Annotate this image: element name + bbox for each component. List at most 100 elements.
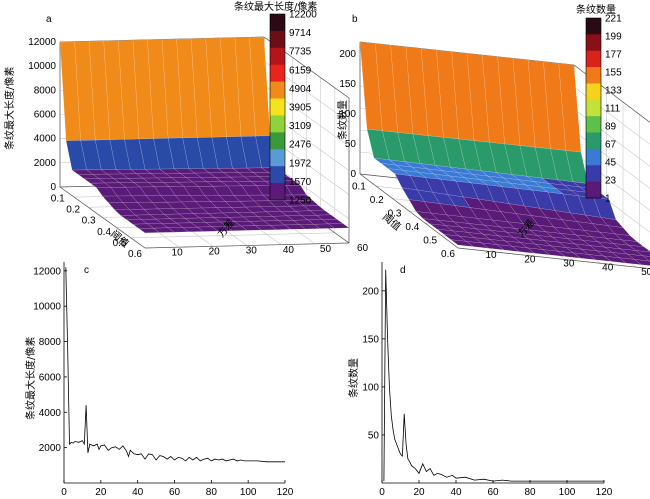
colorbar-tick-label: 1: [605, 194, 611, 205]
y-tick-label: 30: [246, 246, 258, 257]
axes-c: 0 20 40 60 80 100 120 2000 4000 6000 8000 10000 1200…: [33, 262, 294, 498]
box-edge: [457, 247, 650, 269]
panel-c-label: c: [84, 265, 89, 276]
colorbar-segment: [270, 64, 285, 83]
colorbar-tick-label: 23: [605, 176, 617, 187]
surface-patch: [450, 239, 474, 247]
y-tick-label: 10000: [33, 302, 61, 313]
x-tick-label: 60: [169, 487, 181, 498]
colorbar-segment: [586, 67, 601, 84]
box-edge: [144, 242, 350, 249]
panel-c-ylabel: 条纹最大长度/像素: [24, 337, 37, 420]
x-tick-label: 40: [450, 487, 462, 498]
x-tick-label: 0.4: [405, 222, 419, 233]
x-tick-label: 20: [413, 487, 425, 498]
x-tick-label: 120: [277, 487, 294, 498]
colorbar-segment: [586, 50, 601, 68]
colorbar-segment: [270, 149, 285, 167]
colorbar-segment: [586, 83, 601, 101]
series-line: [383, 269, 604, 482]
plot-d: [383, 269, 604, 482]
z-tick-label: 4000: [34, 134, 57, 145]
x-tick-label: 0.6: [128, 249, 142, 260]
z-tick-label: 150: [339, 79, 356, 90]
colorbar-segment: [270, 47, 285, 66]
colorbar-segment: [586, 99, 601, 117]
y-tick-label: 8000: [39, 337, 62, 348]
x-tick-label: 0.1: [51, 194, 65, 205]
z-tick-label: 8000: [34, 85, 57, 96]
z-tick-label: 10000: [28, 61, 56, 72]
y-tick-label: 6000: [39, 372, 62, 383]
colorbar-tick-label: 89: [605, 122, 617, 133]
x-tick-label: 40: [132, 487, 144, 498]
panel-b-label: b: [352, 14, 358, 25]
colorbar-tick-label: 7735: [289, 47, 312, 58]
x-tick-label: 0: [61, 487, 67, 498]
colorbar-tick-label: 199: [605, 32, 622, 43]
colorbar-tick-label: 2476: [289, 140, 312, 151]
x-tick-label: 100: [240, 487, 257, 498]
x-tick-label: 0: [379, 487, 385, 498]
colorbar-tick-label: 177: [605, 50, 622, 61]
panel-d-ylabel: 条纹数量: [347, 358, 360, 398]
z-tick-label: 2000: [34, 158, 57, 169]
x-tick-label: 0.1: [352, 182, 366, 193]
colorbar-segment: [586, 165, 601, 183]
colorbar-segment: [586, 132, 601, 150]
panel-a-zlabel: 条纹最大长度/像素: [3, 67, 16, 150]
z-tick-label: 200: [339, 49, 356, 60]
colorbar-a-title: 条纹最大长度/像素: [234, 0, 317, 13]
x-tick-label: 0.5: [113, 238, 127, 249]
colorbar-segment: [270, 115, 285, 133]
panel-a-label: a: [46, 14, 52, 25]
z-tick-label: 6000: [34, 110, 57, 121]
y-tick-label: 50: [368, 430, 380, 441]
x-tick-label: 80: [524, 487, 536, 498]
colorbar-a: 12200 9714 7735 6159 4904 3905 3109 2476 1972 157…: [269, 10, 317, 207]
y-tick-label: 2000: [39, 443, 62, 454]
axes-d: 0 20 40 60 80 100 120 50 100 150 200: [362, 262, 613, 498]
colorbar-segment: [586, 18, 601, 35]
colorbar-segment: [586, 116, 601, 134]
colorbar-b: 221 199 177 155 133 111 89 67 45 23 1: [585, 14, 622, 205]
z-tick-label: 0: [350, 169, 356, 180]
surface-a: [59, 36, 350, 234]
z-tick-label: 100: [339, 109, 356, 120]
panel-c: c 条纹最大长度/像素 0 20 40 60 80 100 120 2000 4000 6000 8…: [24, 262, 294, 498]
colorbar-segment: [586, 148, 601, 166]
panel-a: 0.10.20.30.40.50.6 10 20 30 40 50 600200040006…: [3, 0, 369, 260]
colorbar-tick-label: 1250: [289, 196, 312, 207]
y-tick-label: 50: [320, 244, 332, 255]
colorbar-frame: [269, 13, 286, 201]
colorbar-segment: [586, 34, 601, 52]
colorbar-tick-label: 133: [605, 86, 622, 97]
colorbar-tick-label: 9714: [289, 28, 312, 39]
colorbar-segment: [270, 132, 285, 150]
y-tick-label: 4000: [39, 408, 62, 419]
colorbar-segment: [270, 166, 285, 184]
colorbar-segment: [586, 181, 601, 199]
colorbar-segment: [270, 30, 285, 49]
panel-b-zlabel: 条纹数量: [336, 100, 349, 140]
x-tick-label: 20: [95, 487, 107, 498]
colorbar-tick-label: 45: [605, 158, 617, 169]
x-tick-label: 60: [487, 487, 499, 498]
x-tick-label: 0.6: [441, 249, 455, 260]
surface-patch: [138, 228, 160, 234]
y-tick-label: 10: [172, 248, 184, 259]
plot-c: [65, 267, 285, 463]
box-edge: [359, 173, 459, 249]
colorbar-tick-label: 12200: [289, 10, 317, 21]
z-tick-label: 50: [345, 139, 357, 150]
colorbar-tick-label: 4904: [289, 84, 312, 95]
colorbar-b-title: 条纹数量: [576, 3, 616, 16]
y-tick-label: 12000: [33, 266, 61, 277]
x-tick-label: 0.2: [66, 205, 80, 216]
colorbar-segment: [270, 14, 285, 32]
x-tick-label: 120: [596, 487, 613, 498]
surface-b: [359, 41, 650, 266]
x-tick-label: 80: [206, 487, 218, 498]
y-tick-label: 100: [362, 382, 379, 393]
x-tick-label: 0.2: [370, 195, 384, 206]
